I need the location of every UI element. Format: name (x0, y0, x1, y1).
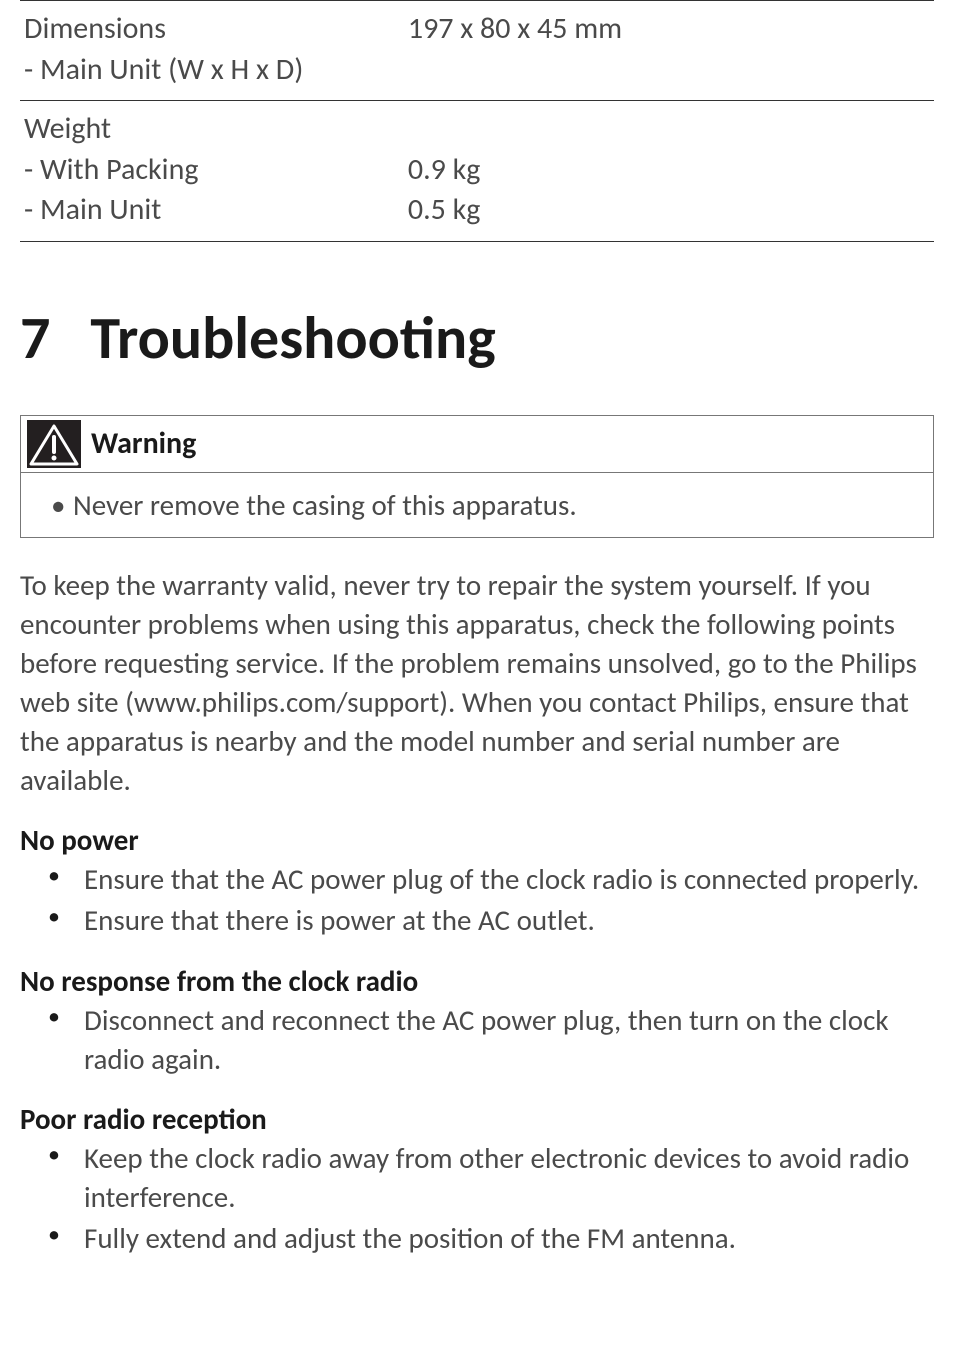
list-item: Ensure that the AC power plug of the clo… (20, 860, 934, 899)
bullet-icon: • (51, 487, 73, 523)
list-item: Ensure that there is power at the AC out… (20, 901, 934, 940)
section-title: Troubleshooting (90, 302, 495, 375)
subheading: No power (20, 822, 934, 858)
spec-row: Weight - With Packing - Main Unit 0.9 kg… (20, 101, 934, 242)
list-item: Disconnect and reconnect the AC power pl… (20, 1001, 934, 1079)
spec-value: 197 x 80 x 45 mm (404, 1, 934, 101)
bullet-list: Disconnect and reconnect the AC power pl… (20, 1001, 934, 1079)
subheading: No response from the clock radio (20, 963, 934, 999)
warning-header: Warning (21, 416, 933, 472)
spec-row: Dimensions - Main Unit (W x H x D)197 x … (20, 1, 934, 101)
section-heading: 7 Troubleshooting (20, 302, 934, 375)
warning-box: Warning •Never remove the casing of this… (20, 415, 934, 538)
warning-body: •Never remove the casing of this apparat… (21, 473, 933, 537)
spec-label: Weight - With Packing - Main Unit (20, 101, 404, 242)
section-number: 7 (20, 302, 50, 375)
bullet-list: Ensure that the AC power plug of the clo… (20, 860, 934, 940)
spec-value: 0.9 kg 0.5 kg (404, 101, 934, 242)
warning-label: Warning (91, 425, 196, 462)
spec-table: Dimensions - Main Unit (W x H x D)197 x … (20, 0, 934, 242)
warning-text: Never remove the casing of this apparatu… (73, 487, 577, 523)
subheading: Poor radio reception (20, 1101, 934, 1137)
bullet-list: Keep the clock radio away from other ele… (20, 1139, 934, 1258)
spec-label: Dimensions - Main Unit (W x H x D) (20, 1, 404, 101)
intro-paragraph: To keep the warranty valid, never try to… (20, 566, 934, 801)
list-item: Keep the clock radio away from other ele… (20, 1139, 934, 1217)
list-item: Fully extend and adjust the position of … (20, 1219, 934, 1258)
warning-triangle-icon (27, 420, 81, 468)
